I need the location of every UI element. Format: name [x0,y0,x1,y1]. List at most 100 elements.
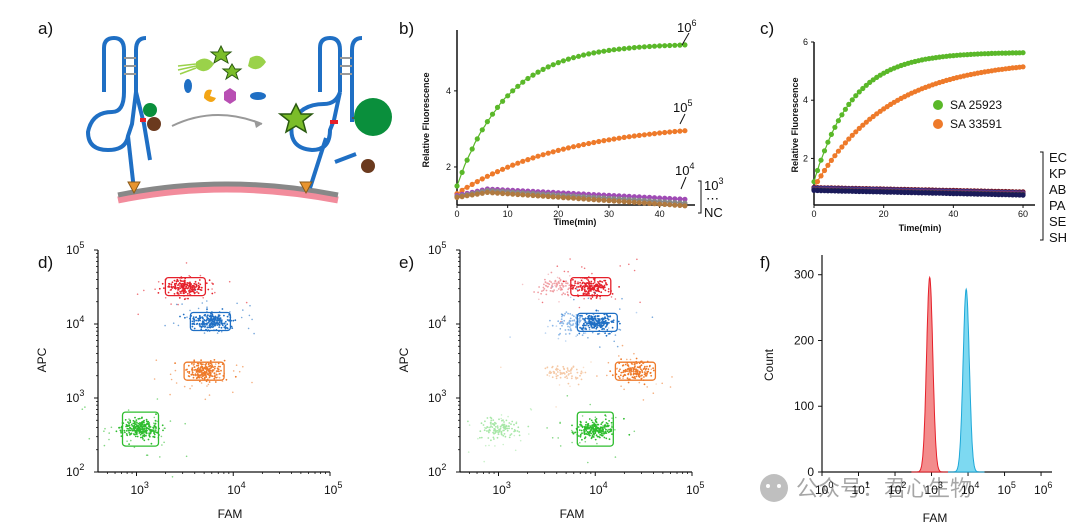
event-point [545,289,548,292]
data-point [616,46,622,52]
event-point [133,428,136,431]
event-point [483,429,486,432]
data-point [636,44,642,50]
event-point [184,422,186,425]
event-point [197,319,200,322]
data-point [662,195,668,201]
event-point [624,363,627,366]
event-point [573,319,575,322]
event-point [580,429,583,432]
event-point [136,435,139,438]
event-point [650,374,653,377]
event-point [616,345,619,348]
event-point [210,312,213,315]
event-point [506,427,509,430]
event-point [558,333,560,336]
data-point [626,199,632,205]
event-point [183,279,186,282]
event-point [549,370,551,373]
data-point [550,194,556,200]
event-point [221,308,224,310]
event-point [579,433,582,436]
data-point [515,191,521,198]
x-tick-label: 103 [925,480,943,497]
event-point [600,318,603,320]
data-point [631,133,637,139]
event-point [594,317,596,320]
event-point [544,367,547,370]
event-point [148,422,151,424]
chart-d-points [81,262,255,478]
event-point [148,434,150,436]
event-point [579,281,581,284]
event-point [484,444,487,447]
event-point [230,325,233,328]
event-point [202,297,204,299]
event-point [558,301,560,303]
event-point [549,372,552,375]
event-point [602,324,605,326]
data-point [672,196,678,202]
event-point [587,324,590,327]
data-point [832,153,838,159]
event-point [551,290,554,292]
event-point [158,287,161,290]
event-point [493,438,495,440]
event-point [483,426,486,429]
event-point [578,321,581,324]
event-point [202,320,205,323]
event-point [604,423,607,426]
event-point [546,285,549,288]
event-point [208,315,211,318]
event-point [479,436,481,439]
event-point [605,428,607,431]
event-point [206,367,209,370]
data-point [505,191,511,197]
event-point [153,435,156,438]
data-point [842,106,849,112]
event-point [598,427,601,430]
data-point [515,160,521,166]
event-point [175,382,178,384]
event-point [595,309,598,312]
event-point [600,423,603,426]
event-point [151,429,154,431]
event-point [565,333,567,335]
event-point [140,430,142,433]
event-point [604,427,606,429]
event-point [219,317,221,320]
event-point [537,291,539,294]
event-point [538,286,540,288]
event-point [206,316,209,318]
event-point [546,366,549,368]
event-point [552,370,555,373]
event-point [606,317,609,320]
event-point [129,419,132,422]
event-point [607,290,610,293]
event-point [197,362,200,365]
data-point [651,201,658,207]
event-point [115,430,118,433]
event-point [595,324,597,327]
event-point [594,285,596,288]
gate-box [183,361,225,381]
event-point [602,287,604,290]
event-point [565,282,567,285]
event-point [228,314,231,316]
event-point [220,330,223,333]
data-point [540,66,546,72]
event-point [486,417,489,419]
event-point [595,322,598,325]
event-point [590,282,592,285]
data-point [525,157,531,163]
event-point [596,321,599,323]
event-point [183,385,186,388]
event-point [206,317,209,320]
event-point [219,365,222,368]
event-point [226,327,229,330]
event-point [145,426,148,429]
event-point [155,427,157,429]
event-point [551,324,554,327]
event-point [251,381,253,384]
